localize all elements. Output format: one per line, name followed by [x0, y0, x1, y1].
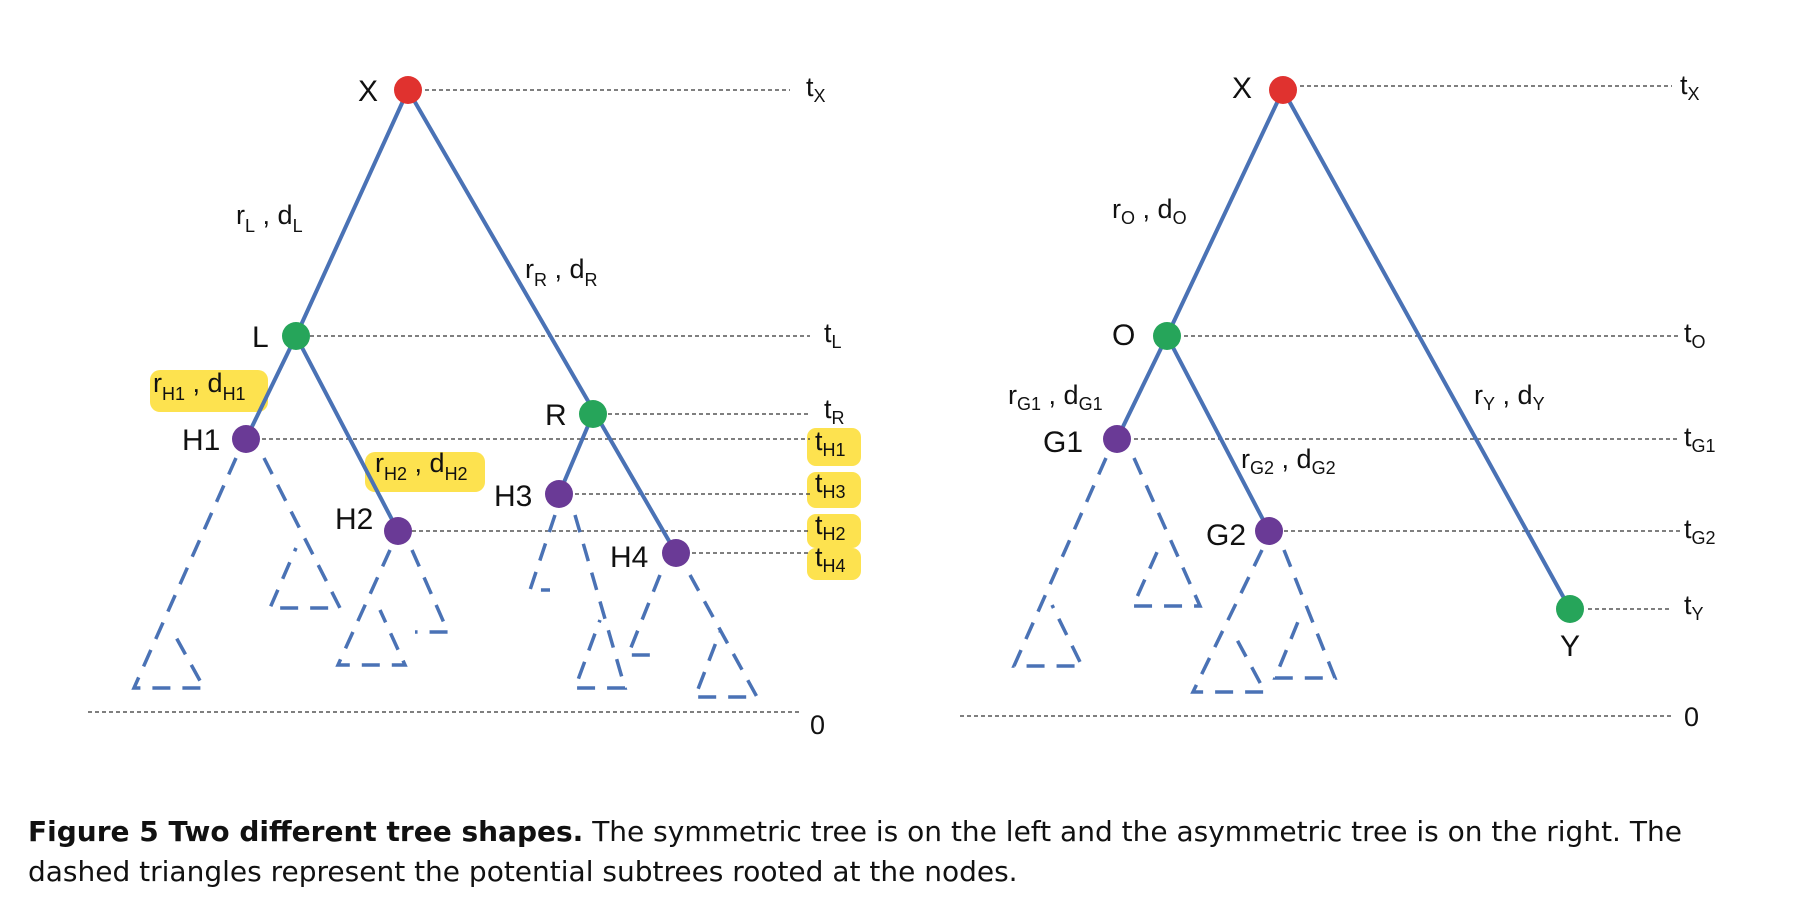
- label-H2: H2: [335, 503, 373, 536]
- highlight-tH3: [807, 472, 861, 508]
- time-label: tG1: [1684, 422, 1716, 456]
- right-subtrees: [1011, 457, 1338, 694]
- edge-label-LH1: rH1 , dH1: [153, 368, 246, 404]
- edge-label-OG1: rG1 , dG1: [1008, 380, 1103, 414]
- node-H1: [232, 425, 260, 453]
- highlight-tH4: [807, 548, 861, 580]
- subtree-triangle: [625, 574, 662, 657]
- highlight-tH1: [807, 428, 861, 466]
- caption-lead: Figure 5 Two different tree shapes.: [28, 815, 584, 848]
- subtree-triangle: [688, 574, 760, 699]
- caption-text: The symmetric tree is on the left and th…: [28, 815, 1682, 888]
- subtree-triangle: [572, 514, 628, 690]
- highlight-rH1: [150, 370, 268, 412]
- time-label: tH3: [815, 468, 846, 502]
- tree-figure: X L R H1 H2 H3 H4 rL , dL rR , dR rH1 , …: [88, 70, 1716, 740]
- edge-label-LH2: rH2 , dH2: [375, 448, 468, 484]
- label-L: L: [252, 321, 269, 354]
- right-nodes: [1103, 76, 1584, 623]
- time-label: tL: [824, 318, 842, 352]
- time-label: tY: [1684, 590, 1704, 624]
- time-label: tO: [1684, 318, 1706, 352]
- label-O: O: [1112, 319, 1135, 352]
- left-node-labels: X L R H1 H2 H3 H4: [182, 75, 648, 574]
- node-X-right: [1269, 76, 1297, 104]
- subtree-triangle: [1190, 549, 1268, 694]
- time-label: tH2: [815, 510, 846, 544]
- left-time-labels: tX tL tR tH1 tH3 tH2 tH4 0: [806, 72, 846, 740]
- edge-label-XL: rL , dL: [236, 200, 303, 236]
- subtree-triangle: [1011, 457, 1108, 668]
- left-edge-labels: rL , dL rR , dR rH1 , dH1 rH2 , dH2: [153, 200, 598, 484]
- subtree-triangle: [1272, 549, 1338, 680]
- right-edge-labels: rO , dO rG1 , dG1 rG2 , dG2 rY , dY: [1008, 194, 1545, 478]
- edge-X-H4: [406, 88, 678, 555]
- node-G2: [1255, 517, 1283, 545]
- label-H3: H3: [494, 480, 532, 513]
- left-nodes: [232, 76, 690, 567]
- node-H2: [384, 517, 412, 545]
- time-label: tG2: [1684, 514, 1716, 548]
- subtree-triangle: [335, 549, 408, 667]
- time-label: tR: [824, 394, 845, 428]
- edge-O-G2: [1165, 334, 1271, 533]
- edge-R-H3: [557, 412, 595, 496]
- left-edges: [244, 88, 678, 555]
- time-label: tH1: [815, 426, 846, 460]
- edge-X-O: [1165, 88, 1285, 338]
- node-R: [579, 400, 607, 428]
- edge-O-G1: [1115, 334, 1169, 441]
- time-label: tX: [1680, 70, 1700, 104]
- right-node-labels: X O Y G1 G2: [1043, 72, 1580, 663]
- node-Y: [1556, 595, 1584, 623]
- label-H4: H4: [610, 541, 648, 574]
- subtree-triangle: [410, 549, 451, 634]
- right-guides: [960, 85, 1680, 717]
- right-time-labels: tX tO tG1 tG2 tY 0: [1680, 70, 1716, 732]
- left-subtrees: [131, 457, 760, 699]
- left-guides: [88, 89, 810, 713]
- highlight-tH2: [807, 514, 861, 548]
- edge-L-H1: [244, 334, 298, 441]
- edge-label-OG2: rG2 , dG2: [1241, 444, 1336, 478]
- figure-caption: Figure 5 Two different tree shapes. The …: [28, 812, 1788, 892]
- highlight-rH2: [365, 452, 485, 492]
- node-H4: [662, 539, 690, 567]
- node-X-left: [394, 76, 422, 104]
- node-H3: [545, 480, 573, 508]
- subtree-triangle: [527, 514, 557, 592]
- time-label: tH4: [815, 542, 846, 576]
- time-label: 0: [1684, 702, 1699, 732]
- subtree-triangle: [262, 457, 343, 610]
- right-edges: [1115, 88, 1572, 611]
- edge-label-XY: rY , dY: [1474, 380, 1545, 414]
- subtree-triangle: [131, 457, 238, 690]
- subtree-triangle: [1130, 457, 1203, 608]
- node-G1: [1103, 425, 1131, 453]
- label-Y: Y: [1560, 630, 1580, 663]
- time-label: 0: [810, 710, 825, 740]
- label-X-left: X: [358, 75, 378, 108]
- edge-label-XR: rR , dR: [525, 254, 598, 290]
- edge-X-Y: [1281, 88, 1572, 611]
- node-L: [282, 322, 310, 350]
- label-H1: H1: [182, 424, 220, 457]
- highlights: [150, 370, 861, 580]
- edge-X-L: [294, 88, 410, 338]
- label-X-right: X: [1232, 72, 1252, 105]
- edge-L-H2: [294, 334, 400, 533]
- edge-label-XO: rO , dO: [1112, 194, 1187, 228]
- label-G1: G1: [1043, 426, 1083, 459]
- label-G2: G2: [1206, 519, 1246, 552]
- node-O: [1153, 322, 1181, 350]
- label-R: R: [545, 399, 567, 432]
- time-label: tX: [806, 72, 826, 106]
